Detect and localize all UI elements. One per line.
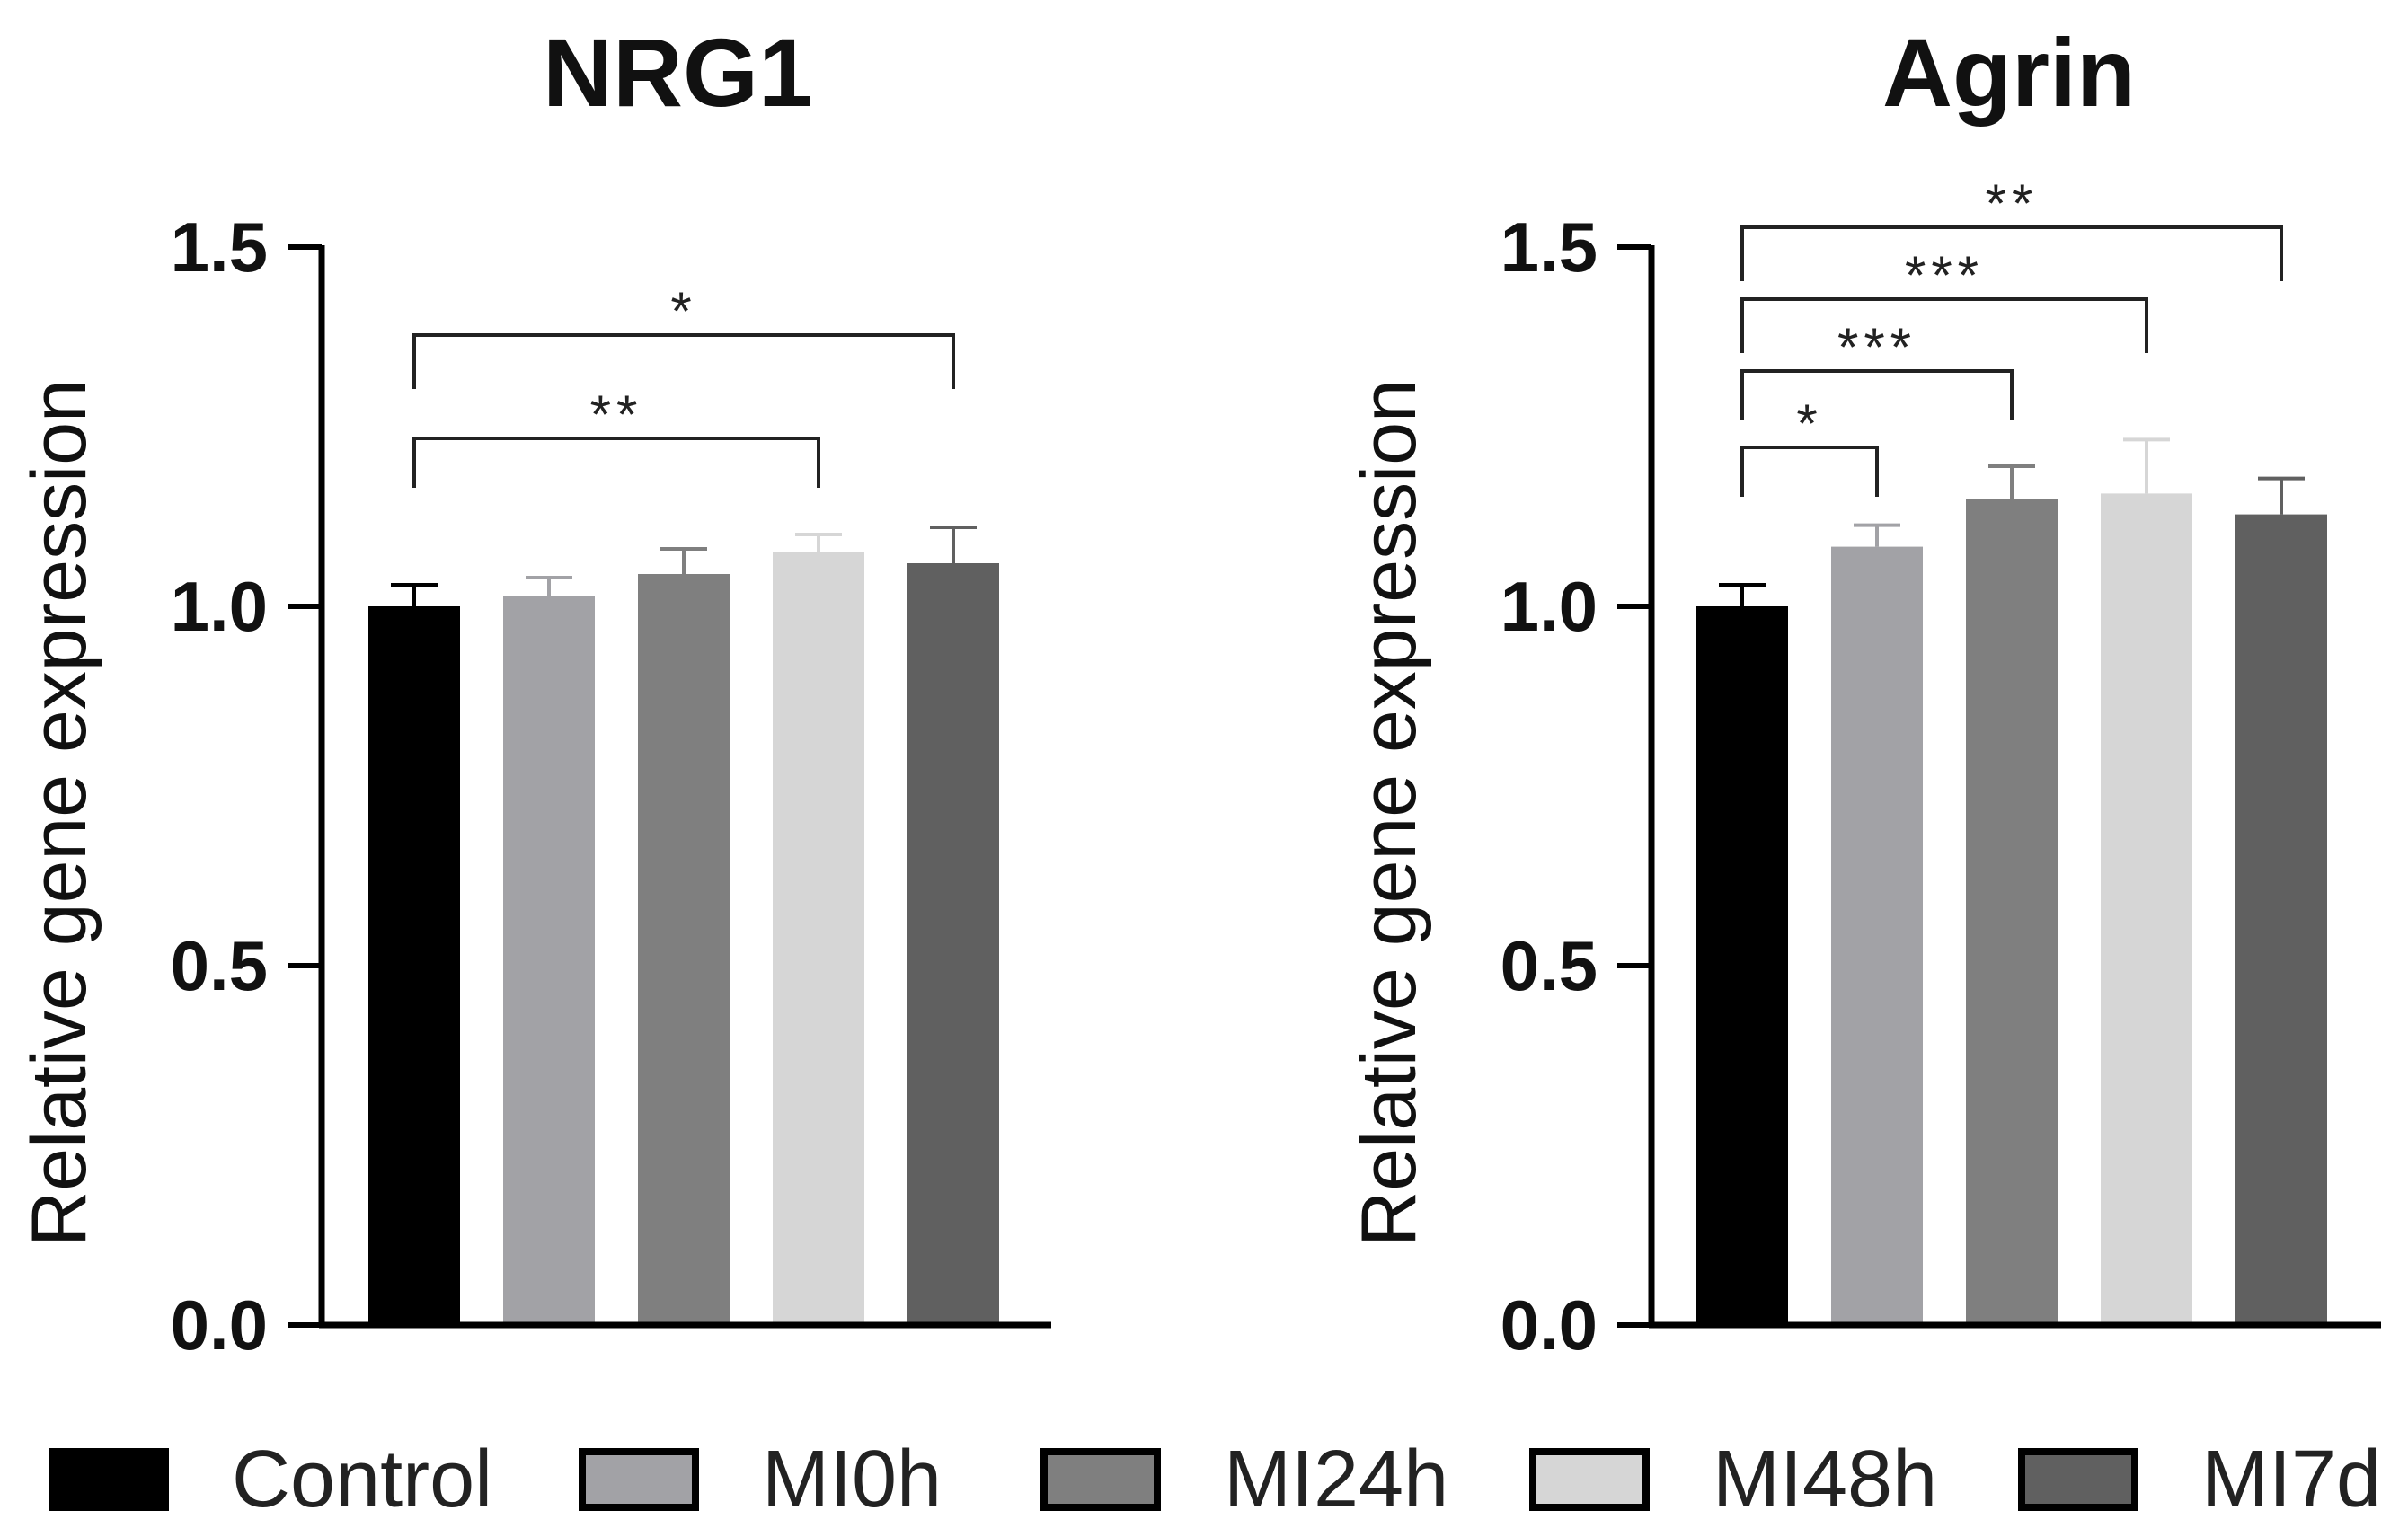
significance-label: *** (1837, 317, 1917, 377)
bar-control (1696, 606, 1788, 1325)
legend: Control MI0h MI24h MI48h MI7d (49, 1435, 2381, 1524)
bar-mi48h (2101, 493, 2192, 1325)
y-axis-label: Relative gene expression (16, 379, 102, 1247)
significance-bracket (412, 333, 955, 389)
legend-swatch-mi7d (2018, 1448, 2138, 1511)
bar-mi0h (1831, 546, 1923, 1325)
chart-title: Agrin (1882, 18, 2136, 127)
bar-control (368, 606, 460, 1325)
significance-label: * (670, 281, 696, 341)
significance-label: * (1796, 393, 1822, 454)
y-tick-label: 1.5 (171, 208, 268, 287)
bar-mi24h (1966, 499, 2058, 1325)
legend-swatch-mi48h (1529, 1448, 1650, 1511)
legend-swatch-mi0h (579, 1448, 699, 1511)
legend-label-mi24h: MI24h (1224, 1435, 1448, 1524)
legend-swatch-control (49, 1448, 169, 1511)
y-tick-label: 0.0 (171, 1285, 268, 1365)
legend-label-mi7d: MI7d (2201, 1435, 2381, 1524)
bar-mi7d (2235, 514, 2327, 1325)
significance-label: ** (590, 384, 643, 445)
y-tick-label: 0.5 (171, 926, 268, 1005)
significance-bracket (412, 437, 820, 488)
chart-title: NRG1 (543, 18, 812, 127)
legend-label-mi0h: MI0h (762, 1435, 942, 1524)
chart-nrg1: NRG1 Relative gene expression 0.0 0.5 1.0 1.5… (16, 18, 1051, 1365)
significance-bracket (1740, 446, 1879, 497)
legend-label-mi48h: MI48h (1713, 1435, 1937, 1524)
y-tick-label: 0.0 (1501, 1285, 1598, 1365)
bar-mi24h (638, 574, 730, 1325)
bar-mi7d (907, 563, 999, 1325)
y-tick-label: 1.0 (1501, 567, 1598, 646)
y-axis-label: Relative gene expression (1346, 379, 1432, 1247)
y-tick-label: 0.5 (1501, 926, 1598, 1005)
legend-label-control: Control (232, 1435, 492, 1524)
y-tick-label: 1.5 (1501, 208, 1598, 287)
bar-mi48h (773, 552, 864, 1325)
chart-agrin: Agrin Relative gene expression 0.0 0.5 1.0 1.… (1346, 18, 2381, 1365)
significance-bracket (1740, 297, 2148, 353)
significance-label: ** (1986, 173, 2039, 234)
bar-mi0h (503, 596, 595, 1325)
chart-panels: NRG1 Relative gene expression 0.0 0.5 1.0 1.5… (16, 18, 2381, 1365)
significance-bracket (1740, 369, 2014, 420)
significance-label: *** (1905, 245, 1984, 305)
y-tick-label: 1.0 (171, 567, 268, 646)
legend-swatch-mi24h (1040, 1448, 1161, 1511)
significance-bracket (1740, 225, 2283, 281)
